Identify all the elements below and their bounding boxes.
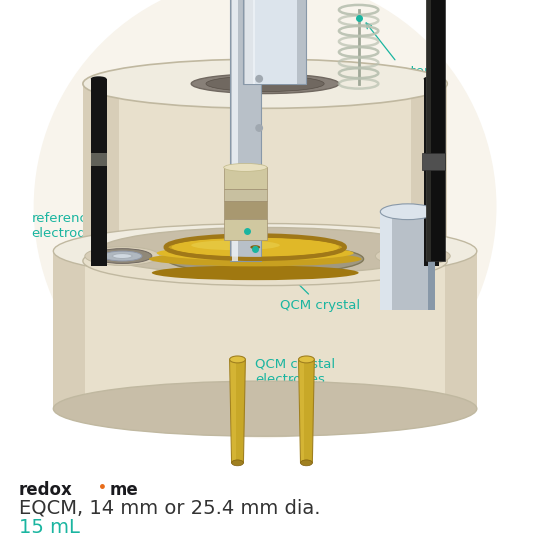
Bar (422, 153, 446, 170)
Ellipse shape (253, 246, 258, 248)
Ellipse shape (177, 242, 334, 256)
Polygon shape (426, 0, 446, 261)
Ellipse shape (251, 245, 260, 249)
Ellipse shape (167, 244, 363, 274)
Circle shape (255, 124, 263, 132)
Ellipse shape (149, 252, 362, 266)
Text: reference
electrode: reference electrode (32, 213, 237, 240)
Polygon shape (53, 251, 477, 409)
Bar (224, 167, 267, 189)
Ellipse shape (85, 247, 160, 265)
Polygon shape (244, 0, 306, 84)
Ellipse shape (403, 254, 423, 259)
Polygon shape (380, 212, 392, 310)
Ellipse shape (53, 224, 477, 279)
Text: 15 mL: 15 mL (19, 518, 80, 537)
Bar (224, 219, 267, 240)
Text: •: • (98, 481, 106, 495)
Text: QCM crystal
electrodes
connectors: QCM crystal electrodes connectors (255, 357, 335, 401)
Text: EQCM, 14 mm or 25.4 mm dia.: EQCM, 14 mm or 25.4 mm dia. (19, 498, 320, 517)
Ellipse shape (53, 381, 477, 436)
Polygon shape (119, 86, 411, 259)
Ellipse shape (191, 74, 339, 93)
Text: QCM crystal: QCM crystal (268, 254, 360, 312)
Polygon shape (299, 360, 314, 463)
Bar (423, 153, 440, 166)
Circle shape (255, 75, 263, 83)
Ellipse shape (375, 247, 450, 265)
Ellipse shape (423, 76, 440, 81)
Ellipse shape (393, 251, 433, 261)
Ellipse shape (83, 59, 447, 109)
Text: redox: redox (19, 481, 73, 498)
Bar (224, 189, 267, 201)
Polygon shape (83, 84, 447, 261)
Ellipse shape (232, 460, 244, 466)
Ellipse shape (103, 251, 142, 261)
Ellipse shape (301, 460, 312, 466)
Ellipse shape (206, 76, 324, 92)
Ellipse shape (383, 248, 442, 264)
Polygon shape (245, 0, 255, 84)
Polygon shape (230, 360, 235, 463)
Ellipse shape (230, 356, 245, 363)
Bar (224, 201, 267, 219)
Ellipse shape (299, 356, 314, 363)
Ellipse shape (172, 238, 339, 256)
Ellipse shape (112, 254, 132, 259)
Polygon shape (299, 360, 305, 463)
Polygon shape (230, 0, 261, 261)
Polygon shape (253, 0, 296, 84)
Ellipse shape (98, 227, 433, 275)
Polygon shape (426, 0, 430, 261)
Polygon shape (232, 0, 238, 261)
Polygon shape (428, 212, 435, 310)
Text: me: me (110, 481, 138, 498)
Text: counter
electrode: counter electrode (366, 23, 441, 93)
Ellipse shape (380, 204, 435, 220)
Ellipse shape (91, 76, 106, 81)
Circle shape (33, 0, 496, 438)
Ellipse shape (152, 265, 359, 280)
Polygon shape (85, 256, 445, 404)
Ellipse shape (191, 240, 280, 250)
Polygon shape (380, 212, 435, 310)
Ellipse shape (167, 237, 344, 258)
Ellipse shape (157, 246, 354, 260)
Ellipse shape (83, 237, 447, 286)
Ellipse shape (224, 164, 267, 171)
Polygon shape (230, 360, 245, 463)
Bar (91, 153, 106, 166)
Polygon shape (423, 79, 440, 266)
Ellipse shape (93, 248, 152, 264)
Polygon shape (91, 79, 106, 266)
